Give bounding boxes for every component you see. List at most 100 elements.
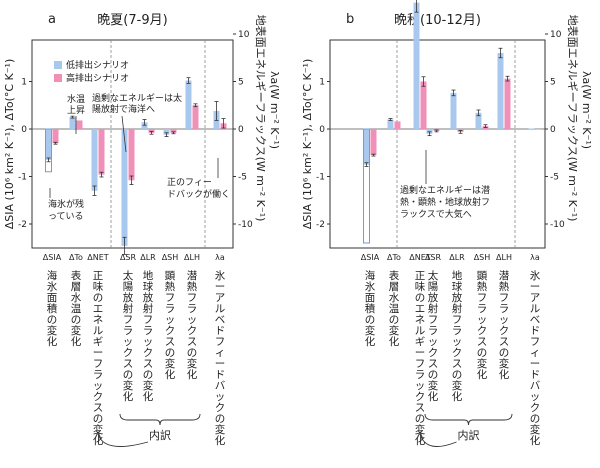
right-tick-label: 5 — [550, 78, 556, 88]
category-label-char: ッ — [93, 380, 104, 392]
bar-low-3 — [121, 129, 128, 246]
category-label-char: 射 — [123, 302, 134, 315]
category-label-char: 化 — [93, 434, 104, 447]
category-label-char: 変 — [415, 423, 426, 436]
category-label-char: 海 — [47, 269, 58, 282]
category-label-char: ッ — [143, 336, 154, 348]
annotation-line: っている — [48, 211, 84, 222]
category-label-char: ィ — [530, 347, 541, 359]
category-label-char: ス — [123, 358, 134, 370]
category-label-char: 温 — [389, 303, 400, 315]
category-label: 氷ーアルベドフィードバックの変化 — [215, 269, 226, 447]
category-label-char: フ — [143, 314, 154, 326]
category-label-char: 正 — [415, 270, 426, 282]
right-tick-label: -10 — [550, 220, 565, 230]
category-tick-label: ΔTo — [387, 253, 401, 262]
category-label-char: の — [415, 292, 426, 304]
left-tick-label: 1 — [21, 78, 27, 88]
category-label-char: フ — [123, 314, 134, 326]
left-tick-label: -1 — [18, 173, 27, 183]
plot-frame — [31, 39, 234, 249]
category-label-char: フ — [165, 292, 176, 304]
category-label-char: 変 — [365, 324, 376, 337]
category-label-char: の — [365, 314, 376, 326]
panel-title: 晩秋(10-12月) — [394, 13, 481, 28]
category-label-char: 変 — [499, 357, 510, 370]
category-label-char: フ — [452, 314, 463, 326]
category-label-char: 温 — [71, 303, 82, 315]
legend-label: 低排出シナリオ — [66, 59, 129, 71]
category-label-char: ー — [215, 358, 226, 370]
left-tick-label: -2 — [316, 220, 325, 230]
category-label-char: フ — [215, 336, 226, 348]
category-label-text: 正味のエネルギーフラックスの変化 — [93, 270, 104, 447]
sea-ice-outline-bar — [363, 128, 370, 244]
panel-letter: b — [346, 12, 354, 27]
category-tick-label: λa — [530, 253, 540, 262]
category-label-char: ド — [215, 325, 226, 337]
category-label-char: 変 — [477, 357, 488, 370]
category-label-text: 地球放射フラックスの変化 — [452, 269, 463, 403]
category-label-char: バ — [215, 380, 226, 392]
bar-low-0 — [363, 129, 370, 165]
category-label-char: フ — [415, 358, 426, 370]
category-tick-label: ΔLR — [449, 253, 465, 262]
category-label-char: ギ — [93, 336, 104, 348]
category-label-char: 積 — [365, 302, 376, 315]
category-tick-label: ΔNET — [87, 253, 109, 262]
category-label: 太陽放射フラックスの変化 — [123, 269, 134, 403]
category-label-char: ド — [215, 369, 226, 381]
right-tick-label: 0 — [238, 125, 244, 135]
category-label-char: ラ — [143, 325, 154, 337]
right-tick-label: 10 — [238, 30, 250, 40]
category-label-char: 熱 — [165, 280, 176, 293]
category-tick-label: ΔLH — [496, 253, 512, 262]
category-label-char: 化 — [477, 368, 488, 381]
category-label-char: ー — [93, 347, 104, 359]
category-label-char: 陽 — [428, 281, 439, 293]
right-tick-label: 0 — [550, 125, 556, 135]
category-label-char: 氷 — [365, 280, 376, 293]
category-label-char: の — [530, 413, 541, 425]
category-label-text: 太陽放射フラックスの変化 — [123, 269, 134, 403]
category-label-text: 氷ーアルベドフィードバックの変化 — [530, 269, 541, 447]
legend-swatch — [54, 61, 62, 69]
category-label: 地球放射フラックスの変化 — [452, 269, 463, 403]
category-label-char: フ — [477, 292, 488, 304]
sea-ice-outline-bar — [45, 128, 52, 173]
category-label-char: ク — [215, 402, 226, 414]
category-label-char: 味 — [415, 281, 426, 293]
category-label-char: 変 — [165, 357, 176, 370]
category-label-char: 変 — [452, 379, 463, 392]
category-label-char: 化 — [365, 335, 376, 348]
right-axis-label: 地表面エネルギーフラックス(W m⁻² K⁻¹) — [566, 15, 580, 222]
category-label-char: ッ — [530, 391, 541, 403]
category-label-char: フ — [499, 292, 510, 304]
category-label-char: 変 — [389, 324, 400, 337]
category-label-char: ク — [143, 347, 154, 359]
left-axis-label: ΔSIA (10⁶ km² K⁻¹), ΔTo(°C K⁻¹) — [3, 59, 16, 229]
bar-low-5 — [475, 112, 482, 129]
category-label-char: 層 — [71, 281, 82, 293]
category-label-char: 層 — [389, 281, 400, 293]
category-label: 海氷面積の変化 — [365, 269, 376, 348]
category-label-text: 顕熱フラックスの変化 — [165, 270, 176, 381]
bar-high-1 — [76, 120, 83, 129]
category-label-char: の — [71, 314, 82, 326]
category-label-text: 太陽放射フラックスの変化 — [428, 269, 439, 403]
category-label-char: 放 — [452, 291, 463, 304]
right-axis-label: 地表面エネルギーフラックス(W m⁻² K⁻¹) — [254, 15, 268, 222]
annotation-line: 上昇 — [67, 105, 85, 116]
category-label-char: 熱 — [499, 280, 510, 293]
category-label-char: 潜 — [187, 269, 198, 282]
category-label-char: 太 — [428, 269, 439, 282]
category-label-char: ス — [143, 358, 154, 370]
category-label-char: ド — [530, 369, 541, 381]
category-label-char: ネ — [415, 314, 426, 326]
category-label-char: 射 — [143, 302, 154, 315]
category-label-char: ク — [415, 391, 426, 403]
bar-high-2 — [420, 81, 427, 129]
category-label-text: 海氷面積の変化 — [365, 269, 376, 348]
